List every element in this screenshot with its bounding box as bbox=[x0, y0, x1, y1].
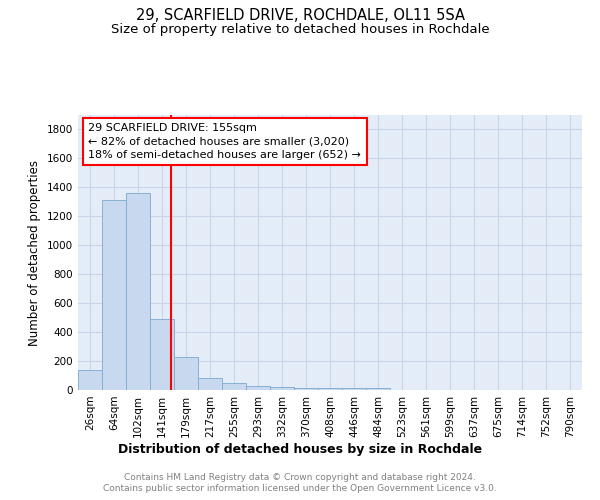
Text: 29 SCARFIELD DRIVE: 155sqm
← 82% of detached houses are smaller (3,020)
18% of s: 29 SCARFIELD DRIVE: 155sqm ← 82% of deta… bbox=[88, 123, 361, 160]
Text: Distribution of detached houses by size in Rochdale: Distribution of detached houses by size … bbox=[118, 442, 482, 456]
Bar bbox=[342, 388, 366, 390]
Bar bbox=[366, 388, 390, 390]
Text: Size of property relative to detached houses in Rochdale: Size of property relative to detached ho… bbox=[110, 22, 490, 36]
Text: 29, SCARFIELD DRIVE, ROCHDALE, OL11 5SA: 29, SCARFIELD DRIVE, ROCHDALE, OL11 5SA bbox=[136, 8, 464, 22]
Bar bbox=[270, 387, 294, 390]
Y-axis label: Number of detached properties: Number of detached properties bbox=[28, 160, 41, 346]
Bar bbox=[126, 193, 150, 390]
Bar bbox=[78, 370, 102, 390]
Bar bbox=[198, 378, 222, 390]
Bar bbox=[246, 386, 270, 390]
Bar bbox=[318, 388, 342, 390]
Bar bbox=[222, 383, 246, 390]
Bar bbox=[294, 388, 318, 390]
Bar bbox=[150, 319, 174, 390]
Text: Contains HM Land Registry data © Crown copyright and database right 2024.
Contai: Contains HM Land Registry data © Crown c… bbox=[103, 472, 497, 494]
Bar bbox=[102, 200, 126, 390]
Bar bbox=[174, 356, 198, 390]
